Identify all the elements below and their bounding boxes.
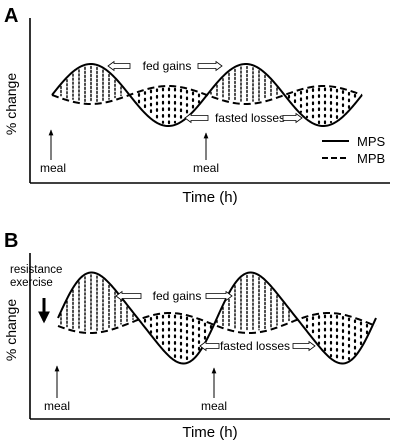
fed-gains-annotation: fed gains bbox=[115, 289, 233, 303]
meal-label: meal bbox=[44, 399, 70, 413]
shading-pattern bbox=[60, 274, 369, 363]
resistance-exercise-label: resistance exercise bbox=[10, 264, 66, 289]
left-arrow-icon bbox=[199, 340, 220, 352]
legend-mpb-label: MPB bbox=[357, 151, 385, 166]
shading-pattern bbox=[60, 65, 357, 125]
meal-label: meal bbox=[40, 161, 66, 175]
right-arrow-icon bbox=[197, 60, 223, 72]
fed-gains-label: fed gains bbox=[153, 289, 202, 303]
y-axis-label: % change bbox=[3, 73, 19, 135]
right-arrow-icon bbox=[205, 290, 233, 302]
fasted-losses-annotation: fasted losses bbox=[199, 339, 316, 353]
fed-gains-label: fed gains bbox=[143, 59, 192, 73]
panel-letter: B bbox=[4, 230, 18, 252]
y-axis-label: % change bbox=[3, 299, 19, 361]
fasted-losses-label: fasted losses bbox=[215, 111, 285, 125]
panel-a: A % change Time (h) fed gains fasted los… bbox=[3, 5, 390, 206]
meal-label: meal bbox=[201, 399, 227, 413]
x-axis-label: Time (h) bbox=[182, 424, 237, 440]
mps-curve bbox=[57, 271, 377, 365]
x-axis-label: Time (h) bbox=[182, 189, 237, 206]
left-arrow-icon bbox=[107, 60, 131, 72]
right-arrow-icon bbox=[292, 340, 316, 352]
fasted-losses-label: fasted losses bbox=[220, 339, 290, 353]
fed-gains-annotation: fed gains bbox=[107, 59, 223, 73]
legend-mps-label: MPS bbox=[357, 134, 386, 149]
meal-label: meal bbox=[193, 161, 219, 175]
left-arrow-icon bbox=[184, 112, 209, 124]
panel-b: B % change Time (h) resistance exercise … bbox=[3, 230, 390, 440]
fasted-losses-annotation: fasted losses bbox=[184, 111, 303, 125]
panel-letter: A bbox=[4, 5, 18, 27]
mpb-curve bbox=[57, 312, 377, 335]
right-arrow-icon bbox=[282, 112, 303, 124]
mps-curve bbox=[51, 62, 363, 128]
legend: MPS MPB bbox=[322, 134, 386, 166]
left-arrow-icon bbox=[115, 290, 142, 302]
